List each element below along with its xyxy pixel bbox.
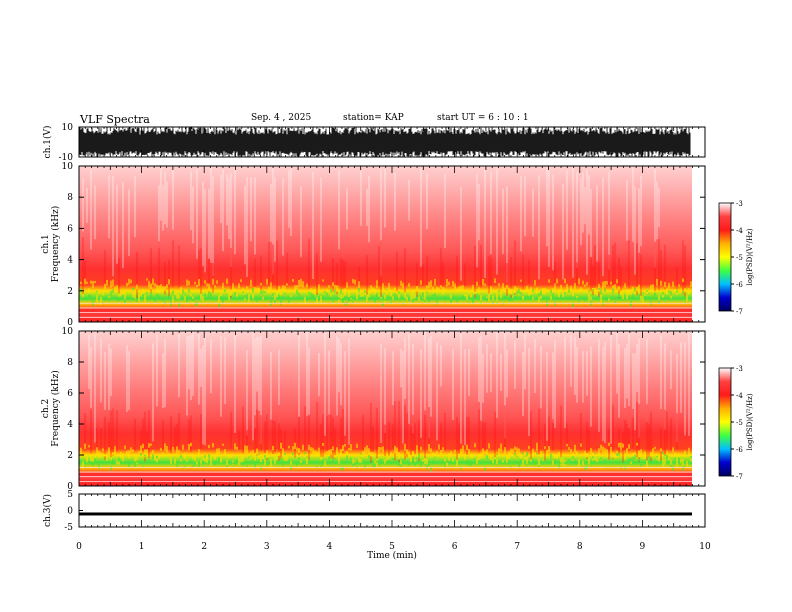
xtick-label: 1 [139,542,145,552]
ch2-colorbar-tick-label: -5 [736,419,743,427]
ch1-ytick-label: 8 [67,193,73,203]
ch1-colorbar [718,202,732,312]
ch2-colorbar-tick-label: -3 [736,365,743,373]
ch2-ytick-label: 10 [62,327,74,337]
ch1-ylabel-channel: ch.1 [41,234,51,253]
xtick-label: 8 [577,542,583,552]
ch2-ytick-label: 6 [67,389,73,399]
xtick-label: 0 [76,542,82,552]
station-label: station= KAP [343,113,404,123]
ch1-ytick-label: 10 [62,162,74,172]
ch2-ytick-label: 2 [67,451,73,461]
ch1-colorbar-tick-label: -4 [736,227,743,235]
ch1-ylabel: Frequency (kHz) [50,206,61,283]
xtick-label: 9 [640,542,646,552]
ch1-ytick-label: 10 [62,123,74,133]
xaxis-label: Time (min) [367,550,417,561]
ch2-colorbar-tick-label: -4 [736,392,743,400]
ch2-ylabel-channel: ch.2 [41,399,51,418]
ch2-colorbar-tick-label: -7 [736,473,743,481]
xtick-label: 4 [327,542,333,552]
ch1-ytick-label: 4 [67,256,73,266]
ch1-waveform-trace [78,127,691,157]
xtick-label: 7 [514,542,520,552]
ch2-ylabel: Frequency (kHz) [50,370,61,447]
ch2-spectrogram-streaks [88,331,690,446]
ch1-ylabel: ch.1(V) [42,126,53,159]
ch1-colorbar-tick-label: -3 [736,200,743,208]
xtick-label: 5 [389,542,395,552]
ch1-ytick-label: 2 [67,287,73,297]
ch2-ytick-label: 4 [67,420,73,430]
xtick-label: 10 [699,542,711,552]
ch2-ytick-label: 8 [67,358,73,368]
ch1-colorbar-tick-label: -5 [736,254,743,262]
ch1-colorbar-tick-label: -7 [736,308,743,316]
ch1-ytick-label: -10 [59,153,74,163]
xtick-label: 2 [201,542,207,552]
ch1-colorbar-label: log(PSD)(V²/Hz) [746,228,754,285]
ch3-ytick-label: 0 [67,507,73,517]
ch2-colorbar-label: log(PSD)(V²/Hz) [746,393,754,450]
ch1-colorbar-tick-label: -6 [736,281,743,289]
start-time-label: start UT = 6 : 10 : 1 [437,113,529,123]
ch3-waveform-trace [79,512,692,516]
ch2-colorbar [718,367,732,477]
ch1-ytick-label: 0 [67,318,73,328]
figure-title: VLF Spectra [80,113,150,126]
ch1-ytick-label: 6 [67,224,73,234]
ch2-colorbar-tick-label: -6 [736,446,743,454]
xtick-label: 6 [452,542,458,552]
ch1-spectrogram-streaks [82,166,660,283]
xtick-label: 3 [264,542,270,552]
ch3-ylabel: ch.3(V) [42,494,53,527]
date-label: Sep. 4 , 2025 [251,113,312,123]
ch3-ytick-label: 5 [67,490,73,500]
ch2-ytick-label: 0 [67,482,73,492]
ch3-ytick-label: -5 [64,523,73,533]
